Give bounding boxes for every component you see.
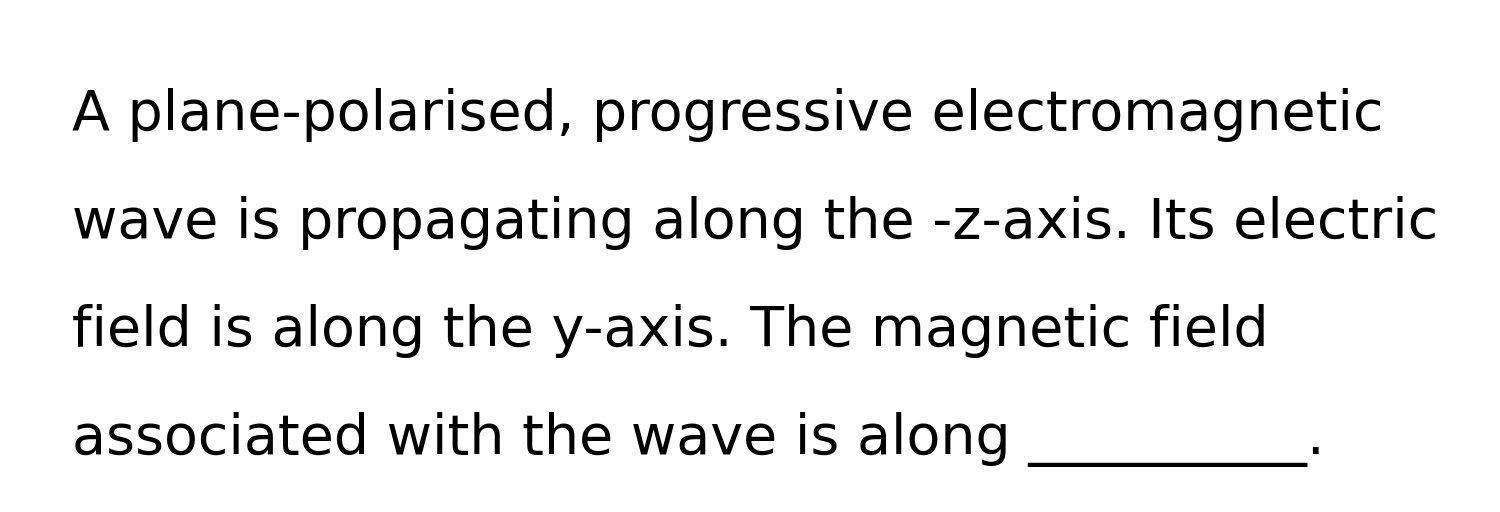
Text: A plane-polarised, progressive electromagnetic: A plane-polarised, progressive electroma…	[72, 88, 1383, 142]
Text: associated with the wave is along __________.: associated with the wave is along ______…	[72, 412, 1324, 467]
Text: wave is propagating along the -z-axis. Its electric: wave is propagating along the -z-axis. I…	[72, 196, 1438, 250]
Text: field is along the y-axis. The magnetic field: field is along the y-axis. The magnetic …	[72, 304, 1269, 358]
